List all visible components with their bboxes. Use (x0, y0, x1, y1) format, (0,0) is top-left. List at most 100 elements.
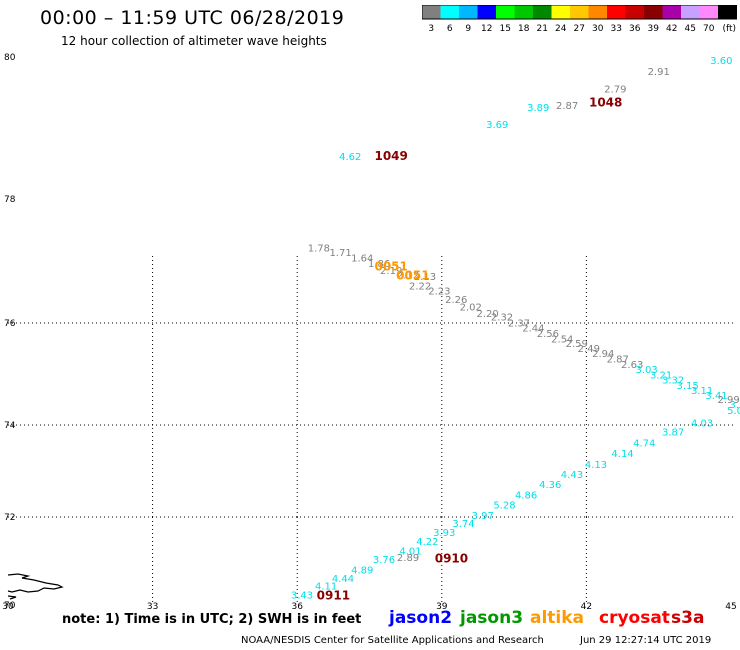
wave-height-label: 3.15 (676, 381, 698, 392)
wave-height-label: 4.01 (399, 546, 421, 557)
wave-height-label: 3.43 (291, 590, 313, 601)
wave-height-label: 2.26 (445, 295, 467, 306)
wave-height-label: 2.56 (537, 329, 559, 340)
wave-height-label: 4.13 (585, 460, 607, 471)
wave-height-label: 2.02 (460, 303, 482, 314)
wave-height-map: 30 33 36 39 42 45 70 72 74 76 78 80 2.91 3.60 2.79 2.87… (2, 53, 740, 610)
wave-height-label: 2.89 (397, 553, 419, 564)
wave-height-label: 4.22 (416, 537, 438, 548)
legend-swatch (496, 5, 515, 19)
wave-height-label: 2.54 (551, 334, 573, 345)
legend-label: 6 (447, 24, 453, 34)
legend-swatch (551, 5, 570, 19)
y-tick-label: 76 (4, 319, 16, 329)
satellite-altika: altika (530, 608, 585, 628)
satellite-jason3: jason3 (460, 608, 524, 628)
note-text: note: 1) Time is in UTC; 2) SWH is in fe… (62, 612, 362, 627)
wave-height-label: 2.87 (556, 101, 578, 112)
wave-height-label: 2.59 (566, 339, 588, 350)
pass-time-label: 0911 (317, 589, 350, 603)
wave-height-label: 2.49 (578, 344, 600, 355)
wave-height-label: 3.41 (705, 391, 727, 402)
wave-height-label: 3.03 (636, 365, 658, 376)
legend-swatch (625, 5, 644, 19)
wave-height-label: 3.69 (486, 120, 508, 131)
wave-height-label: 2.13 (414, 272, 436, 283)
x-tick-label: 33 (147, 602, 158, 610)
footer-timestamp: Jun 29 12:27:14 UTC 2019 (580, 635, 712, 646)
wave-height-label: 3.32 (662, 376, 684, 387)
legend-label: 15 (500, 24, 511, 34)
legend-label: 42 (666, 24, 677, 34)
wave-height-label: 4.44 (332, 574, 354, 585)
wave-height-label: 4.86 (515, 491, 537, 502)
wave-height-label: 2.91 (648, 67, 670, 78)
legend-label: 30 (592, 24, 604, 34)
wave-height-label: 1.71 (329, 248, 351, 259)
satellite-s3a: s3a (671, 608, 705, 628)
wave-height-label: 2.22 (409, 282, 431, 293)
wave-height-label: 1.86 (368, 259, 390, 270)
legend-label: 24 (555, 24, 567, 34)
wave-height-label: 3.21 (650, 371, 672, 382)
footer-credit: NOAA/NESDIS Center for Satellite Applica… (241, 635, 544, 646)
wave-height-label: 1.78 (308, 244, 330, 255)
wave-height-label: 2.32 (491, 313, 513, 324)
legend-label: 12 (481, 24, 492, 34)
pass-time-label: 1048 (589, 96, 622, 110)
wave-height-label: 4.11 (315, 582, 337, 593)
legend-swatch (440, 5, 459, 19)
wave-height-label: 4.14 (611, 449, 633, 460)
legend-swatch (570, 5, 589, 19)
x-tick-label: 36 (291, 602, 303, 610)
legend-swatch (681, 5, 700, 19)
pass-time-label: 0051 (374, 259, 407, 273)
x-tick-label: 42 (581, 602, 592, 610)
wave-height-label: 2.79 (604, 85, 626, 96)
legend-label: 27 (574, 24, 585, 34)
wave-height-label: 2.99 (717, 395, 739, 406)
wave-height-label: 4.62 (339, 152, 361, 163)
wave-height-label: 5.02 (727, 406, 740, 417)
wave-height-label: 2.94 (592, 349, 614, 360)
legend-swatch (514, 5, 533, 19)
wave-height-label: 3.11 (691, 386, 713, 397)
wave-height-label: 3.74 (452, 519, 474, 530)
satellite-cryosat: cryosat (599, 608, 670, 628)
legend-swatch (422, 5, 441, 19)
legend-label: (ft) (722, 24, 736, 34)
legend-swatch (699, 5, 718, 19)
wave-height-label: 4.89 (351, 565, 373, 576)
wave-height-label: 2.12 (397, 270, 419, 281)
x-tick-label: 30 (2, 602, 14, 610)
legend-swatch (644, 5, 663, 19)
wave-height-label: 3.76 (373, 555, 395, 566)
legend-label: 18 (518, 24, 530, 34)
legend-label: 9 (465, 24, 471, 34)
pass-time-label: 0910 (435, 551, 468, 565)
wave-height-label: 3.97 (472, 511, 494, 522)
legend-swatch (477, 5, 496, 19)
legend-label: 70 (703, 24, 715, 34)
wave-height-label: 3.34 (730, 400, 740, 411)
legend-label: 21 (537, 24, 548, 34)
wave-height-label: 2.37 (508, 319, 530, 330)
legend-swatch (459, 5, 478, 19)
wave-height-label: 3.87 (662, 428, 684, 439)
wave-height-label: 2.20 (476, 309, 498, 320)
legend-label: 39 (648, 24, 660, 34)
wave-height-label: 3.60 (710, 56, 732, 67)
legend-label: 36 (629, 24, 641, 34)
map-subtitle: 12 hour collection of altimeter wave hei… (61, 34, 327, 48)
map-title: 00:00 – 11:59 UTC 06/28/2019 (40, 7, 345, 29)
wave-height-label: 3.93 (433, 528, 455, 539)
wave-height-label: 2.87 (607, 354, 629, 365)
wave-height-label: 4.36 (539, 480, 561, 491)
satellite-jason2: jason2 (389, 608, 453, 628)
legend-swatch (588, 5, 607, 19)
wave-height-label: 4.43 (561, 470, 583, 481)
legend-swatch (662, 5, 681, 19)
wave-height-label: 2.19 (380, 266, 402, 277)
legend-label: 33 (611, 24, 622, 34)
y-tick-label: 74 (4, 421, 16, 431)
